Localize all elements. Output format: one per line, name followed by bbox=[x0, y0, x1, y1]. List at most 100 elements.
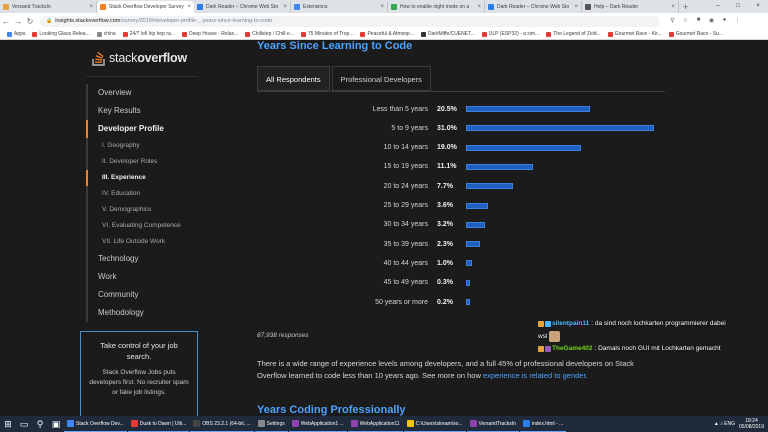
bookmark-item[interactable]: ULP (ESP32) - a sim... bbox=[481, 31, 539, 37]
address-bar[interactable]: 🔒 insights.stackoverflow.com/survey/2019… bbox=[40, 15, 660, 27]
tab-close-icon[interactable]: × bbox=[380, 4, 384, 10]
browser-tab[interactable]: Dark Reader – Chrome Web Sto × bbox=[485, 1, 582, 13]
tab-close-icon[interactable]: × bbox=[283, 4, 287, 10]
sidebar-item-iv-education[interactable]: IV. Education bbox=[86, 186, 198, 202]
extension-icon[interactable]: ■ bbox=[696, 16, 701, 23]
chart-row: 15 to 19 years 11.1% bbox=[257, 161, 667, 173]
bookmark-item[interactable]: Chillstep / Chill-o... bbox=[245, 31, 294, 37]
bookmark-item[interactable]: Peaceful & Atmosp... bbox=[360, 31, 414, 37]
taskbar-app[interactable]: VersandTracksIn bbox=[466, 416, 519, 432]
sidebar-item-technology[interactable]: Technology bbox=[86, 250, 198, 268]
dark-reader-icon[interactable]: ◉ bbox=[708, 17, 715, 24]
sidebar-item-work[interactable]: Work bbox=[86, 268, 198, 286]
browser-tab[interactable]: Dark Reader – Chrome Web Sto × bbox=[194, 1, 291, 13]
app-icon bbox=[193, 420, 201, 427]
search-icon[interactable]: ⚲ bbox=[36, 418, 44, 429]
bookmark-favicon-icon bbox=[245, 31, 251, 37]
sidebar-item-vi-evaluating-competence[interactable]: VI. Evaluating Competence bbox=[86, 218, 198, 234]
forward-icon[interactable]: → bbox=[14, 16, 22, 26]
sidebar-item-vii-life-outside-work[interactable]: VII. Life Outside Work bbox=[86, 234, 198, 250]
file-explorer-icon[interactable]: ▣ bbox=[51, 418, 61, 429]
maximize-icon[interactable]: □ bbox=[736, 3, 740, 9]
sidebar-item-iii-experience[interactable]: III. Experience bbox=[86, 170, 198, 186]
reload-icon[interactable]: ↻ bbox=[26, 16, 34, 26]
browser-tab[interactable]: Help – Dark Reader × bbox=[582, 1, 679, 13]
sidebar-item-community[interactable]: Community bbox=[86, 286, 198, 304]
tab-all-respondents[interactable]: All Respondents bbox=[257, 66, 330, 91]
browser-tab[interactable]: How to enable night mode on a × bbox=[388, 1, 485, 13]
bookmark-item[interactable]: 24/7 lofi hip hop ra... bbox=[122, 31, 175, 37]
close-window-icon[interactable]: × bbox=[756, 3, 760, 9]
bookmark-item[interactable]: Gourmet Race - Su... bbox=[668, 31, 723, 37]
windows-start-icon[interactable]: ⊞ bbox=[4, 418, 12, 429]
menu-icon[interactable]: ⋮ bbox=[734, 17, 741, 24]
tab-label: Dark Reader – Chrome Web Sto bbox=[206, 4, 279, 10]
taskbar-app[interactable]: Settings bbox=[254, 416, 288, 432]
tab-close-icon[interactable]: × bbox=[89, 4, 93, 10]
sidebar-item-ii-developer-roles[interactable]: II. Developer Roles bbox=[86, 154, 198, 170]
star-icon[interactable]: ☆ bbox=[682, 17, 689, 24]
bookmark-item[interactable]: Apps bbox=[7, 31, 25, 37]
gender-experience-link[interactable]: experience is related to gender bbox=[482, 371, 586, 380]
tab-close-icon[interactable]: × bbox=[671, 4, 675, 10]
browser-tab[interactable]: Stack Overflow Developer Survey × bbox=[97, 1, 194, 13]
volume-icon[interactable]: ♪ bbox=[720, 421, 723, 427]
tab-close-icon[interactable]: × bbox=[187, 4, 191, 10]
sidebar-item-developer-profile[interactable]: Developer Profile bbox=[86, 120, 198, 138]
jobs-promo-box[interactable]: Take control of your job search. Stack O… bbox=[80, 331, 198, 416]
bookmark-item[interactable]: china bbox=[96, 31, 116, 37]
tab-close-icon[interactable]: × bbox=[574, 4, 578, 10]
chart-category-label: Less than 5 years bbox=[372, 105, 428, 113]
chart-bar bbox=[466, 106, 591, 112]
bookmark-item[interactable]: DarkMiffe/CUENET... bbox=[420, 31, 475, 37]
chat-message: wsl bbox=[538, 331, 764, 342]
new-tab-icon[interactable]: + bbox=[683, 2, 689, 12]
stack-icon bbox=[92, 51, 105, 66]
browser-tab[interactable]: Extensions × bbox=[291, 1, 388, 13]
app-icon bbox=[522, 420, 530, 427]
bookmark-item[interactable]: Looking Glass Relea... bbox=[32, 31, 90, 37]
chat-badge-icon bbox=[538, 321, 544, 327]
taskbar-app[interactable]: Dusk to Dawn | Ulti... bbox=[127, 416, 190, 432]
sidebar-item-i-geography[interactable]: I. Geography bbox=[86, 138, 198, 154]
bookmark-item[interactable]: Gourmet Race - Kir... bbox=[607, 31, 662, 37]
chart-value-label: 2.3% bbox=[437, 240, 453, 248]
chart-category-label: 50 years or more bbox=[375, 298, 428, 306]
chart-row: 5 to 9 years 31.0% bbox=[257, 122, 667, 134]
tab-favicon-icon bbox=[3, 4, 9, 10]
profile-icon[interactable]: ● bbox=[722, 16, 727, 23]
tab-favicon-icon bbox=[294, 4, 300, 10]
tab-close-icon[interactable]: × bbox=[477, 4, 481, 10]
app-icon bbox=[130, 420, 138, 427]
minimize-icon[interactable]: – bbox=[716, 3, 720, 9]
bookmark-favicon-icon bbox=[122, 31, 128, 37]
zoom-icon[interactable]: ⚲ bbox=[670, 17, 675, 24]
taskbar-app[interactable]: index.html - ... bbox=[519, 416, 567, 432]
bookmark-item[interactable]: The Legend of Zeld... bbox=[546, 31, 601, 37]
stackoverflow-logo[interactable]: stack overflow bbox=[92, 50, 187, 66]
taskbar-app[interactable]: WebApplication1 ... bbox=[288, 416, 347, 432]
sidebar-item-methodology[interactable]: Methodology bbox=[86, 304, 198, 322]
bookmark-item[interactable]: Deep House - Relax... bbox=[181, 31, 238, 37]
clock[interactable]: 18:24 05/08/2019 bbox=[739, 418, 764, 430]
chart-value-label: 11.1% bbox=[437, 163, 457, 171]
chart-row: 35 to 39 years 2.3% bbox=[257, 238, 667, 250]
language-indicator[interactable]: ENG bbox=[724, 421, 735, 427]
network-icon[interactable]: ▲ bbox=[713, 421, 719, 427]
sidebar-item-v-demographics[interactable]: V. Demographics bbox=[86, 202, 198, 218]
browser-tab[interactable]: Versand TracksIn × bbox=[0, 1, 97, 13]
chart-value-label: 3.2% bbox=[437, 221, 453, 229]
taskbar-app[interactable]: WebApplication11 bbox=[347, 416, 403, 432]
sidebar-item-overview[interactable]: Overview bbox=[86, 84, 198, 102]
tab-underline bbox=[257, 91, 665, 92]
window-controls: – □ × bbox=[708, 0, 768, 13]
chart-category-label: 5 to 9 years bbox=[391, 124, 428, 132]
sidebar-item-key-results[interactable]: Key Results bbox=[86, 102, 198, 120]
back-icon[interactable]: ← bbox=[2, 16, 10, 26]
taskbar-app[interactable]: OBS 23.2.1 (64-bit, ... bbox=[190, 416, 254, 432]
task-view-icon[interactable]: ▭ bbox=[19, 418, 29, 429]
taskbar-app[interactable]: C:\Users\stream\so... bbox=[403, 416, 466, 432]
taskbar-app[interactable]: Stack Overflow Dev... bbox=[64, 416, 127, 432]
bookmark-item[interactable]: 75 Minutes of Trop... bbox=[300, 31, 353, 37]
tab-professional-developers[interactable]: Professional Developers bbox=[331, 66, 431, 91]
